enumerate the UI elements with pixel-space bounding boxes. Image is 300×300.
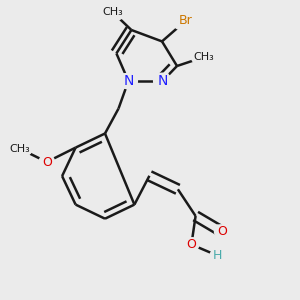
Text: N: N [158, 74, 168, 88]
Text: CH₃: CH₃ [194, 52, 214, 62]
Ellipse shape [100, 3, 125, 21]
Ellipse shape [154, 73, 172, 89]
Text: H: H [213, 249, 222, 262]
Ellipse shape [191, 48, 217, 66]
Text: CH₃: CH₃ [102, 7, 123, 17]
Text: Br: Br [178, 14, 192, 28]
Text: O: O [187, 238, 196, 251]
Text: O: O [42, 155, 52, 169]
Ellipse shape [210, 249, 225, 262]
Text: N: N [123, 74, 134, 88]
Ellipse shape [39, 155, 55, 169]
Ellipse shape [119, 73, 137, 89]
Ellipse shape [184, 238, 199, 251]
Ellipse shape [7, 140, 32, 158]
Text: CH₃: CH₃ [9, 143, 30, 154]
Ellipse shape [172, 11, 199, 31]
Text: O: O [217, 225, 227, 238]
Ellipse shape [214, 225, 230, 238]
